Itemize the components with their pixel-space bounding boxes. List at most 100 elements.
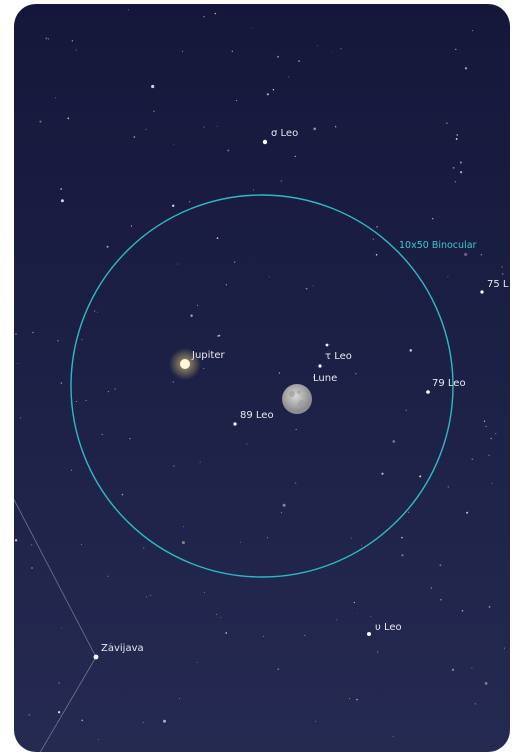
background-star [446,122,448,125]
binocular-circle [70,194,454,578]
star [480,290,484,294]
background-star [488,454,490,457]
star-label: υ Leo [375,622,402,633]
background-star [401,536,403,539]
star-label: τ Leo [325,351,352,362]
background-star [214,12,217,15]
background-star [75,49,77,51]
background-star [376,226,378,228]
background-star [263,635,265,637]
background-star [150,594,152,596]
background-star [277,55,279,58]
background-star [227,149,230,152]
background-star [350,537,352,539]
background-star [336,619,338,621]
background-star [295,428,297,430]
background-star [203,15,205,18]
star [426,390,430,394]
background-star [251,27,253,29]
background-star [419,475,422,478]
planet [180,359,190,369]
background-star [360,544,363,546]
background-star [80,544,82,546]
background-star [454,181,457,183]
background-star [172,381,175,383]
background-star [225,632,228,634]
background-star [45,37,48,40]
background-star [491,482,493,484]
background-star [107,390,110,393]
background-star [483,420,486,422]
background-star [485,425,487,427]
background-star [456,134,458,136]
background-star [329,344,331,346]
background-star [464,252,468,257]
background-star [145,596,148,598]
background-star [447,486,449,488]
background-star [39,120,42,123]
background-star [173,143,175,145]
background-star [440,598,442,601]
background-star [407,511,410,514]
background-star [196,662,198,664]
star [367,632,371,636]
background-star [130,225,133,227]
background-star [216,237,219,239]
background-star [340,48,342,50]
background-star [294,482,297,484]
background-star [357,613,358,614]
star-label: σ Leo [271,128,298,139]
background-star [47,38,50,40]
background-star [298,60,301,63]
background-star [466,511,469,514]
background-star [163,719,166,723]
background-star [474,703,477,705]
background-star [97,739,99,740]
background-star [60,199,64,203]
background-star [217,335,219,337]
star [325,343,329,347]
background-star [313,376,315,378]
background-star [94,310,96,312]
background-star [203,367,205,370]
background-star [484,681,488,685]
background-star [54,97,56,99]
background-star [61,627,63,629]
background-star [85,400,87,402]
background-star [452,166,455,169]
background-star [183,526,185,528]
background-star [348,697,350,699]
background-star [190,314,193,317]
background-star [501,266,503,268]
background-star [216,125,218,127]
star-label: Zavijava [101,643,144,654]
planet-label: Jupiter [191,350,225,361]
star [318,364,322,368]
crater [289,391,295,397]
background-star [129,437,131,440]
background-star [331,51,332,53]
background-star [177,263,179,265]
background-star [71,40,73,42]
background-star [216,613,218,615]
background-star [461,609,464,612]
background-star [253,189,254,191]
background-star [268,276,270,278]
background-star [447,276,449,278]
background-star [405,409,407,411]
background-star [57,711,61,714]
background-star [32,331,34,334]
background-star [101,433,103,436]
background-star [460,171,463,174]
background-star [353,601,356,604]
moon-label: Lune [313,373,337,384]
moon [282,384,312,414]
background-star [218,334,221,337]
background-star [189,201,191,203]
background-star [472,30,474,32]
star-label: 79 Leo [432,378,466,389]
background-star [127,9,130,11]
background-star [280,180,283,182]
background-star [455,48,457,50]
